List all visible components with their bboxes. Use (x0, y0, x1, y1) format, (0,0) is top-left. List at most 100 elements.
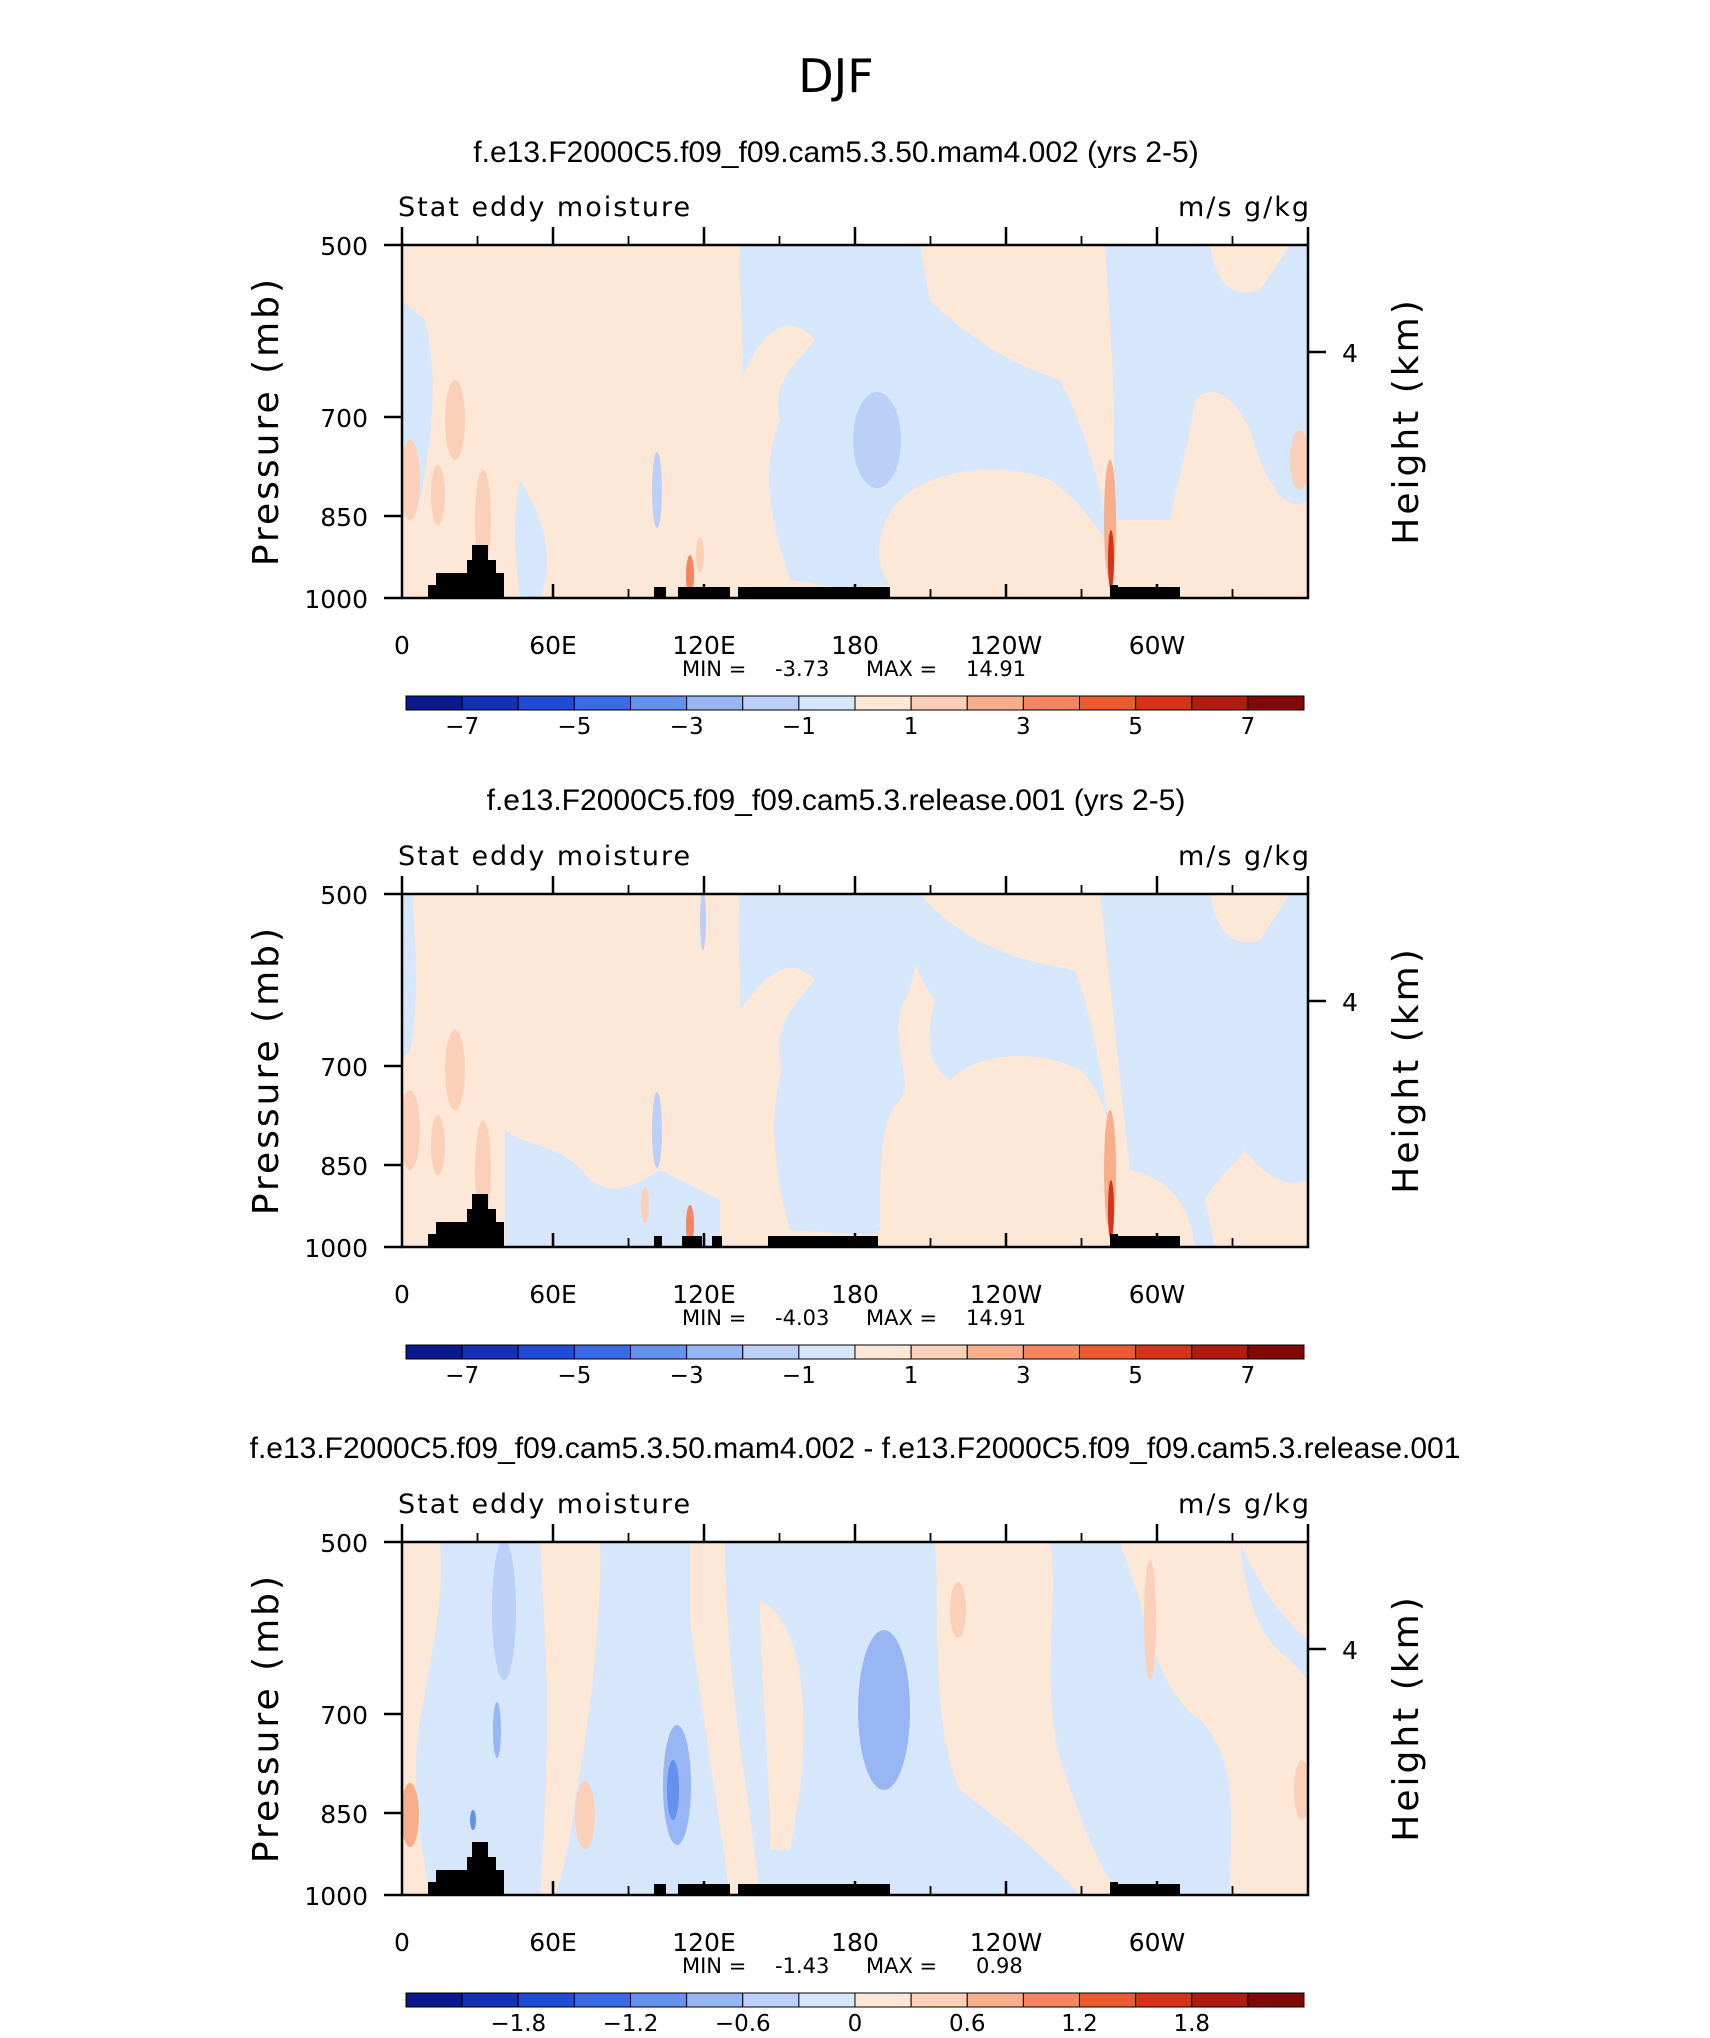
colorbar-label: 7 (1241, 1363, 1256, 1389)
colorbar-swatch (742, 1992, 800, 2008)
colorbar-label: −0.6 (715, 2011, 771, 2037)
positive-core (1144, 1560, 1156, 1680)
colorbar-label: −5 (557, 1363, 591, 1389)
colorbar-swatch (686, 695, 744, 711)
colorbar-swatch (1191, 1992, 1249, 2008)
colorbar-swatch (405, 1992, 463, 2008)
colorbar-swatch (1247, 1344, 1305, 1360)
x-tick-label: 120W (970, 631, 1042, 660)
colorbar-swatch (742, 695, 800, 711)
colorbar-swatch (854, 1992, 912, 2008)
colorbar-label: 7 (1241, 714, 1256, 740)
x-tick-label: 60E (529, 1928, 577, 1957)
x-major-ticks-bottom (551, 584, 1159, 598)
colorbar-swatch (1079, 695, 1137, 711)
min-value: -3.73 (775, 657, 829, 681)
colorbar-label: −7 (445, 1363, 479, 1389)
y-tick-label: 1000 (304, 585, 368, 614)
negative-core (858, 1630, 910, 1790)
y-ticks (384, 1540, 1326, 1897)
positive-region (540, 1542, 601, 1895)
topography-mask (428, 545, 1180, 598)
colorbar-label: −3 (670, 1363, 704, 1389)
y-tick-label: 700 (320, 1701, 368, 1730)
y-tick-label: 850 (320, 503, 368, 532)
x-minor-ticks (476, 885, 1234, 1247)
x-tick-label: 180 (831, 1928, 879, 1957)
negative-region (738, 894, 1110, 1235)
positive-core (950, 1582, 966, 1638)
colorbar-swatch (1247, 695, 1305, 711)
negative-core (700, 894, 706, 950)
colorbar-label: 5 (1128, 714, 1143, 740)
colorbar-swatch (1191, 695, 1249, 711)
min-label: MIN = (682, 1306, 746, 1330)
y-ticks (384, 243, 1326, 600)
x-major-ticks (400, 227, 1310, 245)
variable-label: Stat eddy moisture (398, 1489, 692, 1520)
colorbar-swatch (573, 695, 631, 711)
positive-core (402, 1090, 420, 1170)
panel-title: f.e13.F2000C5.f09_f09.cam5.3.release.001… (487, 784, 1186, 817)
colorbar-swatch (910, 695, 968, 711)
x-tick-label: 0 (394, 631, 410, 660)
positive-core (686, 1205, 694, 1245)
colorbar-swatch (1191, 1344, 1249, 1360)
contour-field (402, 245, 1308, 598)
min-value: -4.03 (775, 1306, 829, 1330)
colorbar-label: 1.8 (1173, 2011, 1210, 2037)
x-tick-label: 120E (672, 1280, 736, 1309)
colorbar-swatch (1135, 1344, 1193, 1360)
colorbar-label: 3 (1016, 1363, 1031, 1389)
y-right-axis-label: Height (km) (1386, 297, 1427, 544)
negative-core (652, 452, 662, 528)
colorbar-swatch (1022, 1992, 1080, 2008)
y-axis-label: Pressure (mb) (246, 925, 287, 1215)
y-tick-label: 1000 (304, 1882, 368, 1911)
negative-region (1105, 245, 1308, 520)
min-label: MIN = (682, 1954, 746, 1978)
negative-core (470, 1810, 476, 1830)
negative-core (853, 392, 901, 488)
colorbar-label: −1 (782, 714, 816, 740)
right-tick-label: 4 (1342, 339, 1358, 368)
negative-core (667, 1760, 679, 1820)
x-minor-ticks (476, 236, 1234, 598)
colorbar-swatch (1022, 1344, 1080, 1360)
y-tick-label: 850 (320, 1152, 368, 1181)
panel-2: f.e13.F2000C5.f09_f09.cam5.3.release.001… (246, 784, 1427, 1389)
positive-core (431, 465, 445, 525)
colorbar-swatch (854, 695, 912, 711)
max-label: MAX = (866, 657, 937, 681)
colorbar-label: 1 (904, 1363, 919, 1389)
colorbar-swatch (517, 695, 575, 711)
positive-core (431, 1115, 445, 1175)
colorbar-swatch (517, 1344, 575, 1360)
colorbar: −7 −5 −3 −1 1 3 5 7 (405, 695, 1305, 740)
x-tick-label: 120W (970, 1280, 1042, 1309)
x-major-ticks (400, 1524, 1310, 1542)
y-axis-label: Pressure (mb) (246, 276, 287, 566)
positive-region (690, 1542, 760, 1895)
colorbar-swatch (573, 1992, 631, 2008)
panel-3: f.e13.F2000C5.f09_f09.cam5.3.50.mam4.002… (246, 1432, 1460, 2037)
y-tick-label: 850 (320, 1800, 368, 1829)
topography-mask (428, 1842, 1180, 1895)
negative-region (505, 1130, 720, 1247)
colorbar-swatch (686, 1344, 744, 1360)
negative-region (402, 894, 416, 1060)
colorbar-label: −1.2 (603, 2011, 659, 2037)
colorbar-label: −7 (445, 714, 479, 740)
positive-core (575, 1781, 595, 1849)
colorbar-swatch (966, 1344, 1024, 1360)
y-tick-label: 700 (320, 404, 368, 433)
colorbar-swatch (910, 1992, 968, 2008)
right-tick-label: 4 (1342, 988, 1358, 1017)
colorbar-swatch (461, 1992, 519, 2008)
negative-region (515, 480, 548, 598)
units-label: m/s g/kg (1178, 192, 1311, 223)
colorbar-swatch (1079, 1344, 1137, 1360)
colorbar-swatch (742, 1344, 800, 1360)
colorbar-label: −5 (557, 714, 591, 740)
figure-title: DJF (798, 49, 873, 103)
